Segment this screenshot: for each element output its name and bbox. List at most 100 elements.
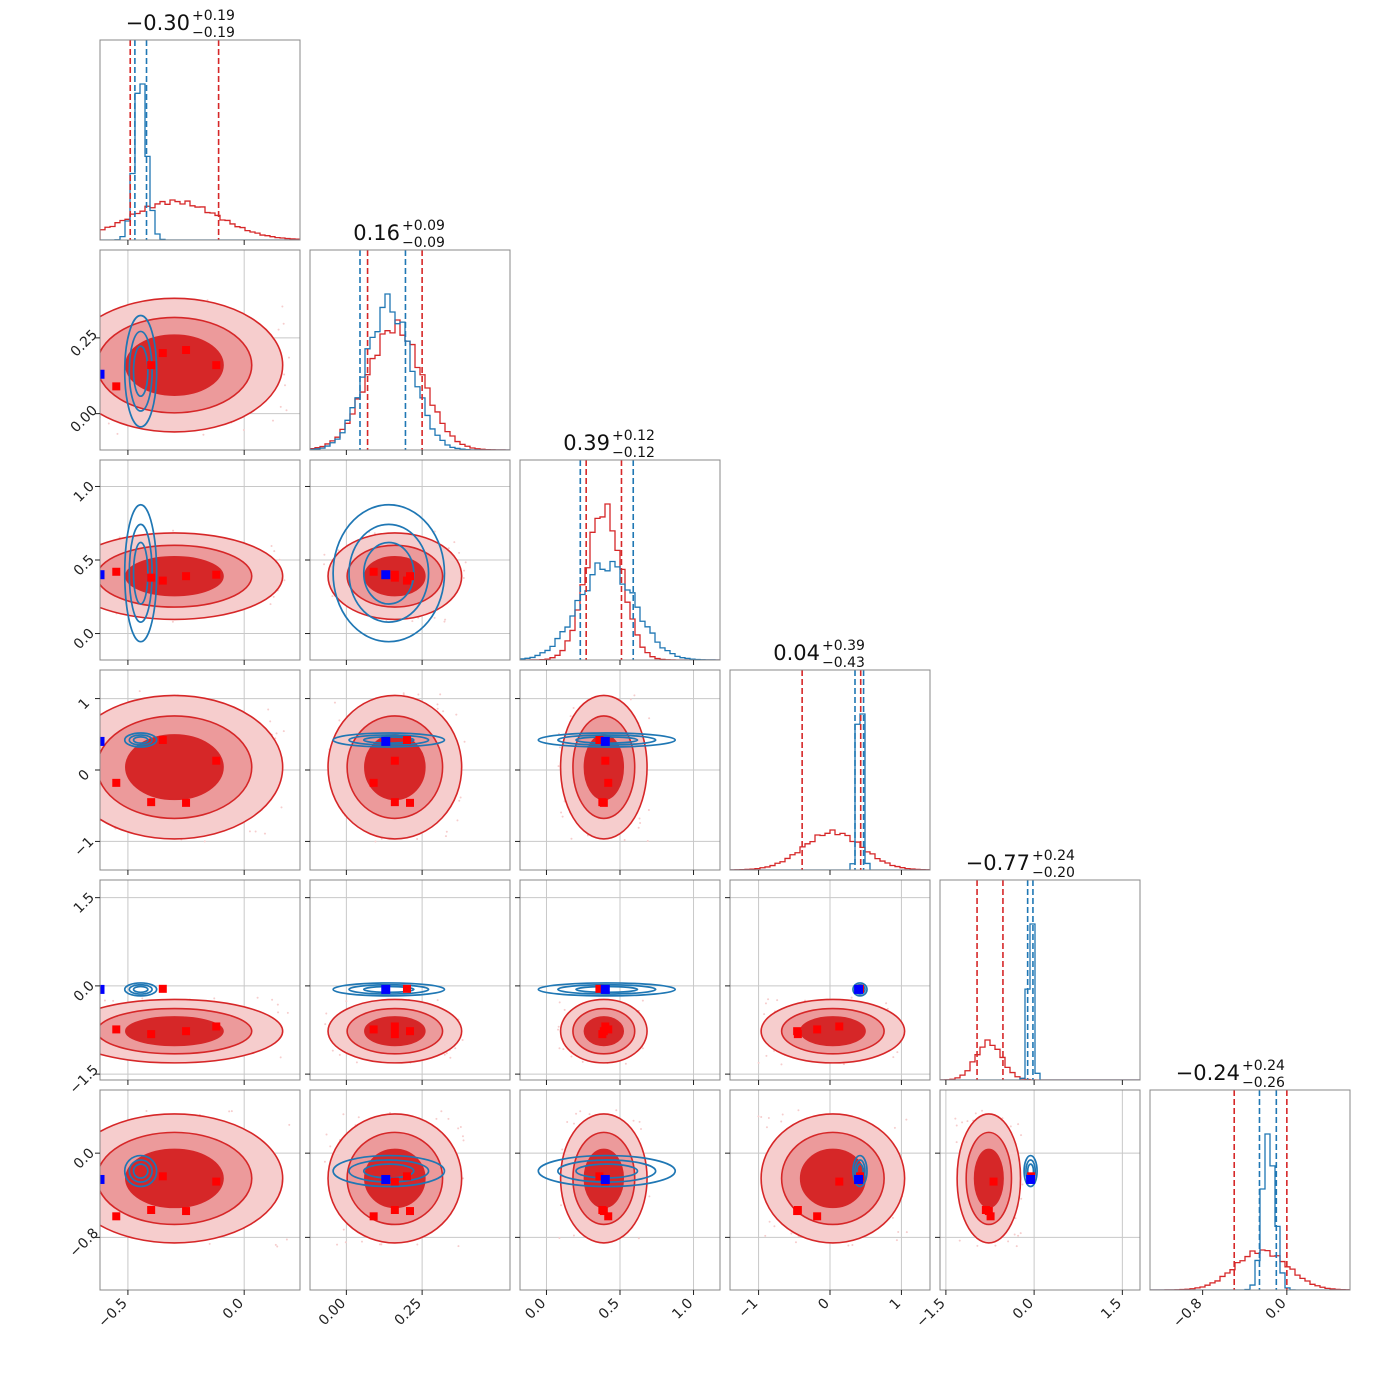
panel-content: [100, 40, 300, 240]
panel-5-0: −0.5 0.0 −0.8 0.0: [67, 1089, 301, 1331]
sample-point: [637, 1237, 640, 1240]
sample-point: [378, 1243, 381, 1246]
contour-b-0: [332, 1154, 446, 1188]
marker-a-1: [835, 1022, 844, 1031]
contour-b-0: [123, 982, 158, 997]
panel-4-1: [305, 879, 511, 1085]
sample-point: [203, 840, 206, 843]
sample-point: [444, 835, 447, 838]
sample-point: [463, 740, 466, 743]
sample-point: [457, 1127, 460, 1130]
truth-marker: [854, 984, 864, 994]
sample-point: [84, 593, 86, 595]
sample-point: [342, 1228, 345, 1231]
sample-point: [59, 533, 61, 535]
panel-title-4: −0.77: [966, 851, 1030, 875]
sample-point: [71, 1220, 73, 1222]
sample-point: [892, 1056, 895, 1059]
marker-a-2: [369, 1025, 378, 1034]
sample-point: [637, 826, 640, 829]
marker-a-4: [984, 1207, 993, 1216]
contour-b-1: [128, 523, 153, 623]
panel-content: [310, 880, 510, 1080]
sample-point: [277, 1011, 280, 1014]
sample-point: [447, 1117, 450, 1120]
sample-point: [93, 1057, 95, 1059]
sample-point: [780, 1063, 783, 1066]
sample-point: [374, 840, 377, 843]
panel-title-plus-5: +0.24: [1242, 1058, 1285, 1074]
sample-point: [323, 1160, 326, 1163]
marker-a-4: [182, 798, 191, 807]
sample-point: [442, 710, 445, 713]
sample-point: [70, 1138, 72, 1140]
marker-a-3: [147, 798, 156, 807]
sample-point: [563, 1008, 566, 1011]
truth-marker: [100, 736, 105, 746]
panel-2-2: 0.39 +0.12−0.12: [519, 428, 721, 665]
sample-point: [961, 1121, 964, 1124]
sample-point: [570, 837, 573, 840]
panel-3-1: [305, 669, 511, 875]
truth-marker: [600, 984, 610, 994]
contour-b-0: [852, 1154, 868, 1188]
y-tick-label-0: 0.00: [68, 403, 101, 436]
sample-point: [93, 830, 95, 832]
sample-point: [87, 1205, 89, 1207]
panel-content: [100, 250, 300, 450]
panel-title-minus-5: −0.26: [1242, 1075, 1285, 1091]
panel-title-5: −0.24: [1176, 1061, 1240, 1085]
sample-point: [851, 1244, 854, 1247]
sample-point: [69, 1006, 71, 1008]
marker-a-3: [390, 1030, 399, 1039]
sample-point: [344, 1241, 347, 1244]
sample-point: [64, 577, 66, 579]
sample-point: [764, 1234, 767, 1237]
sample-point: [629, 698, 632, 701]
contour-a-inner: [799, 1016, 866, 1047]
y-tick-label-0: −1.5: [67, 1062, 102, 1097]
sample-point: [1020, 1197, 1023, 1200]
panel-2-0: 0.0 0.5 1.0: [59, 459, 301, 665]
sample-point: [462, 1139, 465, 1142]
sample-point: [288, 1123, 291, 1126]
sample-point: [776, 999, 779, 1002]
truth-marker: [600, 1174, 610, 1184]
marker-a-0: [158, 736, 167, 744]
panel-content: [69, 880, 300, 1080]
histogram-series-b: [520, 560, 720, 660]
marker-a-1: [390, 756, 399, 765]
marker-a-2: [112, 567, 121, 576]
sample-point: [72, 1045, 74, 1047]
x-tick-label-1: 0.0: [1263, 1296, 1290, 1323]
sample-point: [436, 999, 439, 1002]
histogram-series-a: [100, 199, 300, 240]
truth-marker: [381, 984, 391, 994]
panel-4-3: [725, 879, 931, 1085]
sample-point: [760, 1116, 763, 1119]
sample-point: [955, 1141, 958, 1144]
marker-a-2: [604, 1212, 613, 1221]
panel-content: [59, 460, 300, 660]
marker-a-1: [212, 1177, 221, 1186]
sample-point: [457, 1245, 460, 1248]
panel-frame: [939, 879, 1141, 1081]
x-tick-label-2: 1.5: [1098, 1296, 1125, 1323]
sample-point: [455, 713, 458, 716]
sample-point: [402, 692, 405, 695]
sample-point: [572, 707, 575, 710]
panel-content: [940, 1090, 1140, 1290]
panel-content: [730, 880, 930, 1080]
sample-point: [87, 1179, 89, 1181]
x-tick-label-2: 1: [887, 1296, 905, 1314]
sample-point: [560, 811, 563, 814]
sample-point: [274, 1243, 277, 1246]
sample-point: [905, 1231, 908, 1234]
sample-point: [436, 703, 439, 706]
sample-point: [230, 1110, 233, 1113]
marker-a-0: [402, 576, 411, 585]
contour-b-0: [123, 1154, 158, 1188]
sample-point: [763, 1013, 766, 1016]
panel-1-0: 0.00 0.25: [68, 249, 301, 455]
sample-point: [886, 1007, 889, 1010]
